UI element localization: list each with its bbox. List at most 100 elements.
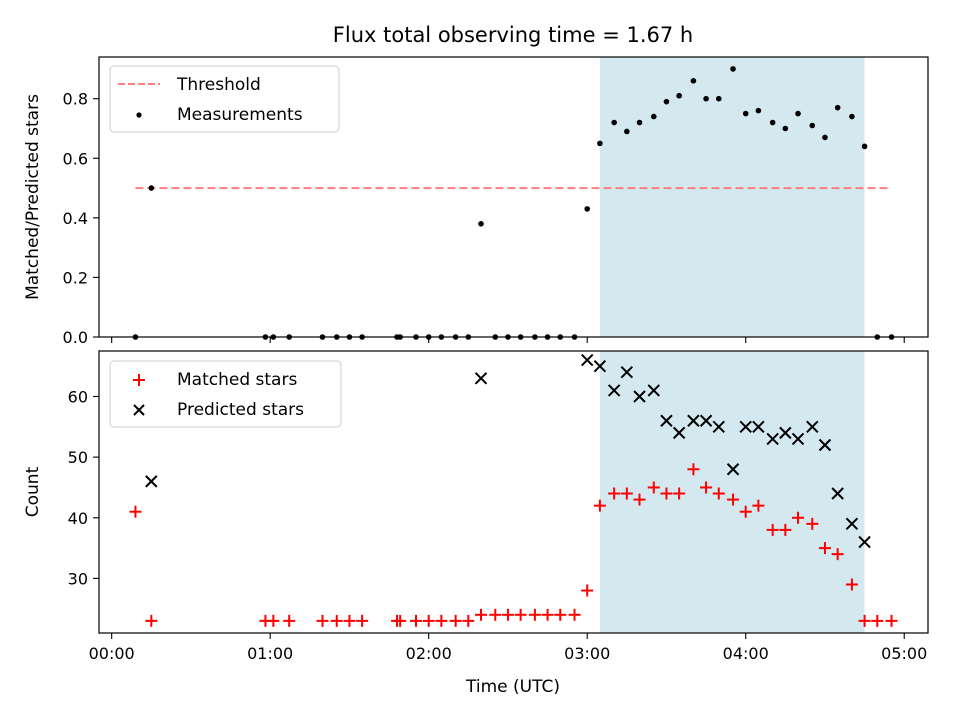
measurement-point — [624, 128, 630, 135]
matched-stars-point — [727, 493, 740, 506]
predicted-stars-point — [779, 426, 792, 440]
legend-predicted-label: Predicted stars — [177, 400, 304, 420]
matched-stars-point — [394, 614, 407, 627]
matched-stars-point — [343, 614, 356, 627]
predicted-stars-point — [660, 414, 673, 427]
measurement-point — [795, 110, 801, 117]
measurement-point — [597, 140, 603, 147]
matched-stars-point — [514, 608, 527, 621]
legend-measurements-swatch — [136, 112, 142, 118]
matched-stars-point — [568, 608, 581, 621]
matched-stars-point — [330, 614, 343, 627]
predicted-stars-point — [145, 475, 158, 488]
measurement-point — [690, 78, 697, 84]
y-tick-label: 0.8 — [63, 90, 88, 109]
matched-stars-point — [283, 614, 296, 627]
x-tick-label: 02:00 — [406, 644, 452, 663]
measurement-point — [703, 95, 709, 102]
measurement-point — [676, 92, 682, 99]
measurement-point — [611, 119, 617, 126]
predicted-stars-point — [739, 420, 752, 434]
ratio-panel-ylabel: Matched/Predicted stars — [23, 94, 43, 300]
measurement-point — [663, 98, 670, 105]
observing-window-span — [599, 351, 865, 633]
x-tick-label: 01:00 — [247, 644, 293, 663]
measurement-point — [715, 95, 722, 102]
predicted-stars-point — [580, 353, 594, 367]
y-tick-label: 50 — [68, 448, 88, 467]
matched-stars-point — [608, 487, 621, 500]
legend-matched-label: Matched stars — [177, 370, 297, 390]
matched-stars-point — [462, 614, 475, 627]
predicted-stars-point — [845, 517, 859, 531]
matched-stars-point — [712, 487, 725, 500]
y-tick-label: 0.0 — [63, 328, 88, 347]
legend-threshold-label: Threshold — [176, 75, 261, 95]
predicted-stars-point — [672, 426, 686, 440]
y-tick-label: 40 — [68, 509, 88, 528]
matched-stars-point — [422, 614, 435, 627]
y-tick-label: 60 — [68, 387, 88, 406]
y-tick-label: 0.6 — [63, 149, 88, 168]
ratio-panel: 0.00.20.40.60.8 Matched/Predicted stars … — [23, 56, 929, 347]
matched-stars-point — [739, 505, 752, 518]
legend-predicted-swatch — [133, 404, 145, 416]
measurement-point — [822, 134, 828, 141]
matched-stars-point — [752, 499, 765, 512]
matched-stars-point — [449, 614, 462, 627]
chart-title: Flux total observing time = 1.67 h — [333, 23, 693, 47]
matched-stars-point — [501, 608, 514, 621]
measurement-point — [769, 119, 776, 126]
ratio-panel-legend: Threshold Measurements — [109, 65, 340, 133]
predicted-stars-point — [633, 390, 646, 403]
matched-stars-point — [129, 505, 142, 518]
count-panel-marks — [129, 353, 898, 627]
predicted-stars-point — [752, 420, 765, 434]
measurement-point — [782, 125, 789, 132]
count-panel: 00:00 01:00 02:00 03:00 04:00 05:00 30 40 50 60 C… — [23, 350, 929, 663]
predicted-stars-point — [474, 372, 488, 385]
measurement-point — [742, 110, 749, 117]
matched-stars-point — [356, 614, 369, 627]
legend-matched-swatch — [133, 374, 145, 386]
predicted-stars-point — [766, 432, 779, 446]
matched-stars-point — [581, 584, 594, 597]
y-tick-label: 0.2 — [63, 268, 88, 287]
count-panel-legend: Matched stars Predicted stars — [109, 360, 342, 428]
x-tick-label: 05:00 — [881, 644, 927, 663]
predicted-stars-point — [607, 384, 621, 397]
predicted-stars-point — [593, 359, 607, 373]
legend-measurements-label: Measurements — [177, 105, 303, 125]
count-panel-ticks: 00:00 01:00 02:00 03:00 04:00 05:00 30 40 50 60 — [68, 387, 928, 663]
matched-stars-point — [410, 614, 423, 627]
matched-stars-point — [700, 481, 713, 494]
matched-stars-point — [818, 542, 831, 555]
predicted-stars-point — [791, 432, 805, 446]
measurement-point — [584, 206, 591, 212]
predicted-stars-point — [831, 487, 844, 500]
measurement-point — [849, 113, 855, 120]
matched-stars-point — [806, 517, 819, 530]
measurement-point — [148, 185, 155, 191]
matched-stars-point — [593, 499, 606, 512]
measurement-point — [755, 107, 762, 114]
matched-stars-point — [475, 608, 488, 621]
matched-stars-point — [489, 608, 502, 621]
matched-stars-point — [541, 608, 554, 621]
measurement-point — [834, 104, 841, 111]
measurement-point — [809, 122, 816, 129]
predicted-stars-point — [806, 420, 819, 434]
x-tick-label: 00:00 — [89, 644, 135, 663]
matched-stars-point — [792, 511, 805, 524]
matched-stars-point — [660, 487, 673, 500]
matched-stars-point — [620, 487, 633, 500]
matched-stars-point — [858, 614, 871, 627]
measurement-point — [650, 113, 657, 120]
count-panel-frame — [98, 350, 929, 634]
matched-stars-point — [145, 614, 158, 627]
count-panel-ylabel: Count — [23, 466, 43, 517]
matched-stars-point — [779, 523, 792, 536]
matched-stars-point — [554, 608, 567, 621]
matched-stars-point — [885, 614, 898, 627]
